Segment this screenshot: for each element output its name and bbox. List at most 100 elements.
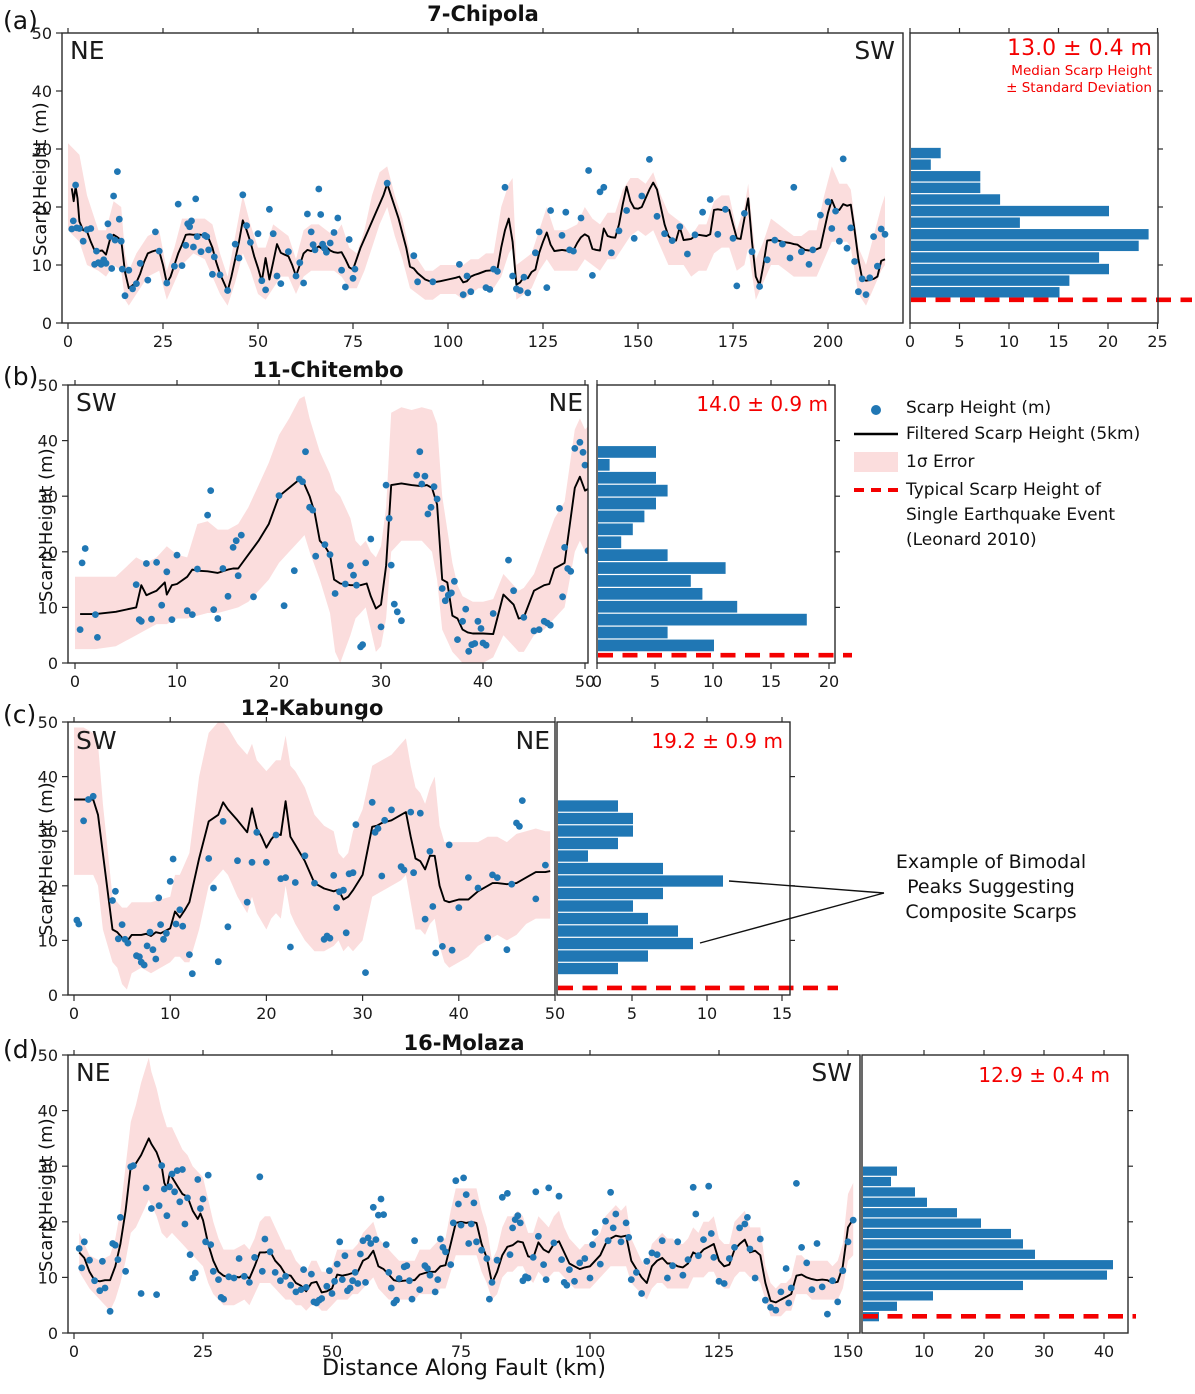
scatter-point [349,274,357,282]
hist-bar [598,639,714,652]
scatter-point [349,869,357,877]
scatter-point [219,565,227,572]
scatter-point [615,227,623,235]
scatter-point [456,261,463,268]
scatter-point [296,259,304,267]
scatter-point [608,249,615,257]
scatter-point [516,822,523,830]
scatter-point [455,1200,462,1208]
annotation-line2: Peaks Suggesting [907,876,1075,898]
scatter-point [205,246,213,254]
scatter-point [416,448,424,456]
hist-bar [911,275,1070,286]
hist-bar [863,1301,897,1311]
panel-d-letter: (d) [3,1035,39,1064]
tick-label: 30 [371,672,391,691]
panel-a-histogram: 0 5 10 15 20 25 [905,28,1192,351]
scatter-point [559,593,566,601]
hist-bar [863,1270,1107,1280]
scatter-point [874,262,881,270]
scatter-point [448,946,456,954]
scatter-point [342,929,350,937]
scatter-point [509,1224,516,1232]
scatter-point [395,1275,403,1282]
scatter-point [125,266,133,274]
tick-label: 150 [623,332,654,351]
tick-label: 150 [833,1342,864,1361]
scatter-point [530,627,538,635]
scatter-point [493,1256,501,1264]
scatter-point [462,605,470,613]
scatter-point [174,200,182,208]
tick-label: 0 [48,986,58,1005]
scatter-point [437,1235,444,1243]
scatter-point [239,191,247,199]
scatter-point [197,1205,204,1212]
hist-bar [598,562,726,574]
scatter-point [562,208,570,216]
hist-bar [558,825,633,837]
scatter-point [532,895,540,903]
hist-bar [558,937,693,950]
scatter-point [234,857,241,865]
scatter-point [285,248,292,256]
scatter-point [220,1295,228,1303]
scatter-point [571,1277,578,1285]
scatter-point [342,283,349,291]
scatter-point [706,196,714,203]
legend-line-label: Filtered Scarp Height (5km) [906,424,1141,444]
hist-bar [598,458,610,471]
hist-bar [911,205,1109,217]
scatter-point [591,1229,599,1236]
tick-label: 10 [999,332,1019,351]
scatter-point [388,806,395,814]
scatter-point [330,872,338,879]
scatter-point [463,272,471,280]
scatter-point [80,1238,88,1246]
scatter-point [207,1241,215,1248]
scatter-point [143,942,151,950]
scatter-point [186,1251,194,1258]
scatter-point [382,1241,390,1248]
hist-bar [863,1208,957,1218]
scatter-point [589,1241,596,1248]
scatter-point [96,1287,104,1295]
scatter-point [609,1224,617,1232]
panel-a-median-label: 13.0 ± 0.4 m [1007,36,1152,61]
scatter-point [684,250,691,258]
scatter-point [210,253,218,261]
scatter-point [824,1310,831,1318]
tick-label: 20 [1098,332,1118,351]
scatter-point [326,934,334,942]
scatter-point [188,217,195,225]
hist-bar [558,925,678,937]
panel-c-ylabel: Scarp Height (m) [36,782,57,936]
scatter-point [779,240,786,248]
tick-label: 10 [914,1342,934,1361]
scatter-point [308,1270,315,1278]
scatter-point [498,1193,506,1201]
scatter-point [299,478,306,486]
scatter-point [272,831,280,839]
scatter-point [277,1277,284,1285]
scatter-point [602,1217,609,1225]
filtered-scarp-height-line [74,798,551,943]
scatter-point [112,887,119,895]
scatter-point [136,953,143,961]
scatter-point [111,236,119,244]
tick-label: 10 [703,672,723,691]
scatter-point [407,808,415,816]
tick-label: 15 [761,672,781,691]
scatter-point [69,217,77,225]
hist-bar [598,613,807,626]
scatter-point [231,240,239,248]
scatter-point [563,1281,571,1289]
scatter-point [106,233,114,241]
scatter-point [832,207,839,215]
scatter-point [224,287,232,294]
scatter-point [80,817,87,825]
tick-label: 20 [819,672,839,691]
scatter-point [700,1236,707,1243]
scatter-point [146,928,154,936]
hist-axes-frame [909,32,1159,324]
